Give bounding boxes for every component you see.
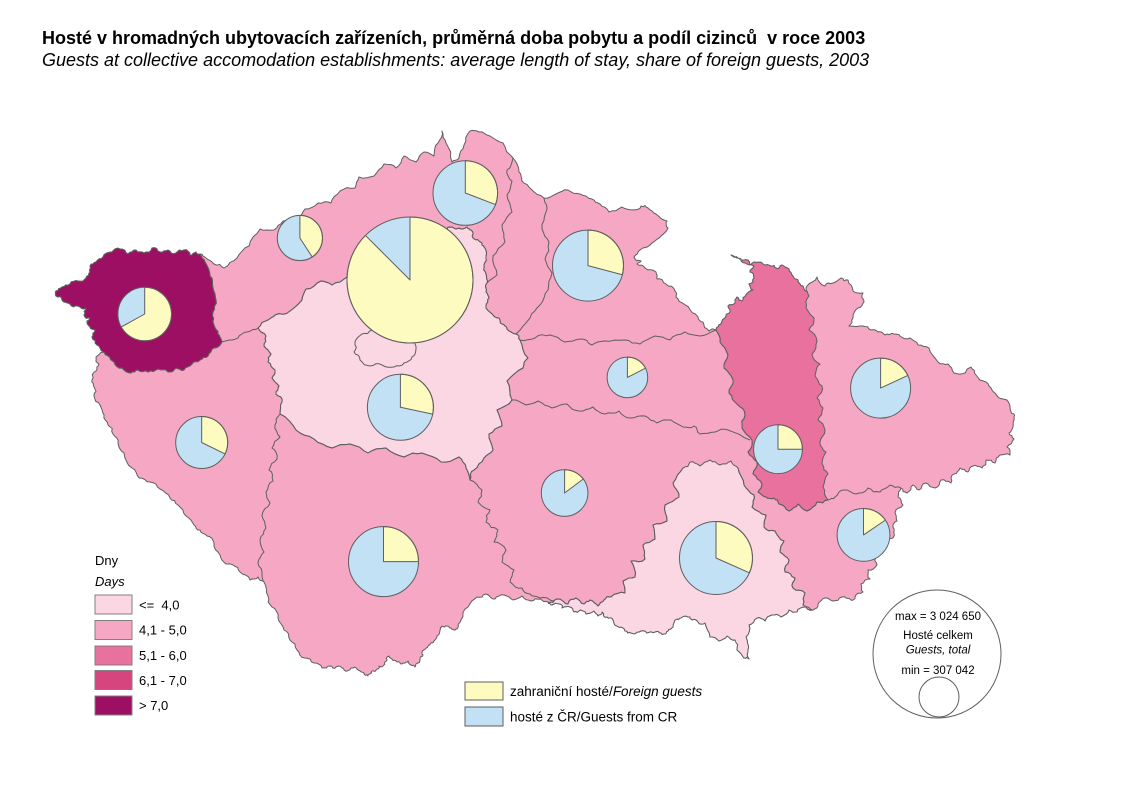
svg-text:Hosté celkem: Hosté celkem	[903, 630, 973, 642]
svg-text:6,1 - 7,0: 6,1 - 7,0	[139, 673, 187, 688]
svg-text:min = 307 042: min = 307 042	[901, 665, 974, 677]
svg-text:Days: Days	[95, 574, 125, 589]
svg-text:<= 4,0: <= 4,0	[139, 598, 179, 613]
svg-text:> 7,0: > 7,0	[139, 698, 168, 713]
svg-text:Guests, total: Guests, total	[906, 645, 971, 657]
svg-text:hosté z ČR/Guests from CR: hosté z ČR/Guests from CR	[510, 710, 678, 725]
svg-text:max = 3 024 650: max = 3 024 650	[895, 611, 981, 623]
svg-text:5,1 - 6,0: 5,1 - 6,0	[139, 648, 187, 663]
svg-text:Dny: Dny	[95, 553, 119, 568]
svg-text:4,1 - 5,0: 4,1 - 5,0	[139, 623, 187, 638]
svg-text:zahraniční hosté/Foreign guest: zahraniční hosté/Foreign guests	[510, 684, 702, 699]
